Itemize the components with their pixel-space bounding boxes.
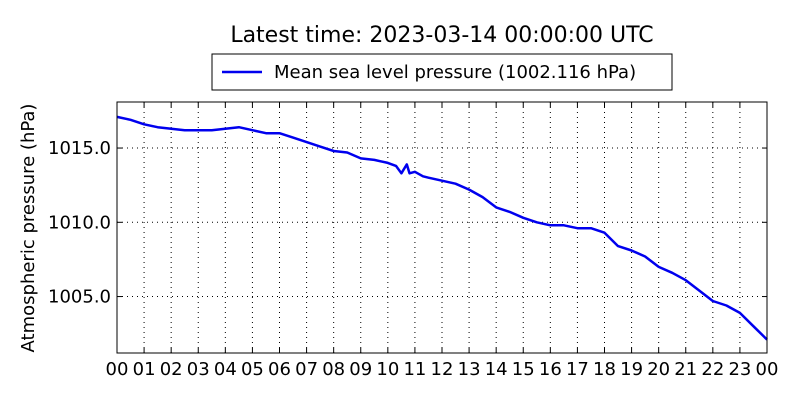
legend-box xyxy=(211,53,673,91)
x-tick-label: 22 xyxy=(701,359,724,380)
y-tick-label: 1005.0 xyxy=(48,287,111,308)
x-tick-label: 17 xyxy=(566,359,589,380)
x-tick-label: 07 xyxy=(295,359,318,380)
series-line-mslp xyxy=(116,115,768,341)
axis-ticks xyxy=(116,102,768,353)
x-tick-label: 18 xyxy=(593,359,616,380)
y-axis-label: Atmospheric pressure (hPa) xyxy=(18,104,39,353)
x-tick-label: 15 xyxy=(512,359,535,380)
series-layer xyxy=(116,115,768,341)
y-tick-label: 1010.0 xyxy=(48,212,111,233)
x-tick-label: 04 xyxy=(214,359,237,380)
x-tick-label: 16 xyxy=(539,359,562,380)
x-tick-label: 11 xyxy=(403,359,426,380)
x-tick-label: 00 xyxy=(756,359,779,380)
x-tick-label: 06 xyxy=(268,359,291,380)
x-tick-label: 00 xyxy=(106,359,129,380)
x-tick-label: 05 xyxy=(241,359,264,380)
chart-title: Latest time: 2023-03-14 00:00:00 UTC xyxy=(230,23,653,48)
x-tick-label: 08 xyxy=(322,359,345,380)
x-tick-label: 03 xyxy=(187,359,210,380)
x-tick-label: 23 xyxy=(728,359,751,380)
x-tick-labels: 00 01 02 03 04 05 06 07 08 09 10 11 12 13 14 15 16 17 18 19… xyxy=(106,359,779,380)
x-tick-label: 02 xyxy=(160,359,183,380)
x-tick-label: 01 xyxy=(133,359,156,380)
legend: Mean sea level pressure (1002.116 hPa) xyxy=(211,53,673,91)
y-tick-labels: 1005.0 1010.0 1015.0 xyxy=(48,138,111,308)
x-tick-label: 19 xyxy=(620,359,643,380)
legend-entry-mslp: Mean sea level pressure (1002.116 hPa) xyxy=(274,62,636,83)
grid xyxy=(117,102,767,353)
x-tick-label: 09 xyxy=(349,359,372,380)
x-tick-label: 13 xyxy=(458,359,481,380)
plot-frame xyxy=(116,101,768,354)
x-tick-label: 21 xyxy=(674,359,697,380)
y-tick-label: 1015.0 xyxy=(48,138,111,159)
x-tick-label: 20 xyxy=(647,359,670,380)
x-tick-label: 14 xyxy=(485,359,508,380)
x-tick-label: 10 xyxy=(376,359,399,380)
x-tick-label: 12 xyxy=(431,359,454,380)
